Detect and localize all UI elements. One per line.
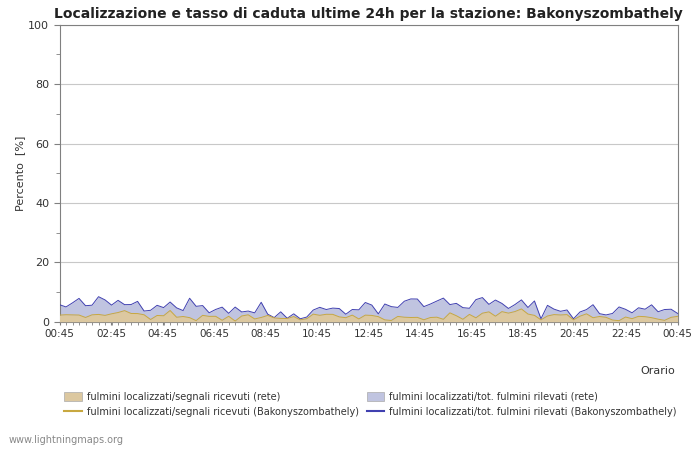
Y-axis label: Percento  [%]: Percento [%] (15, 135, 25, 211)
Text: www.lightningmaps.org: www.lightningmaps.org (8, 435, 123, 445)
Legend: fulmini localizzati/segnali ricevuti (rete), fulmini localizzati/segnali ricevut: fulmini localizzati/segnali ricevuti (re… (64, 392, 676, 417)
Text: Orario: Orario (640, 366, 676, 376)
Title: Localizzazione e tasso di caduta ultime 24h per la stazione: Bakonyszombathely: Localizzazione e tasso di caduta ultime … (54, 7, 683, 21)
